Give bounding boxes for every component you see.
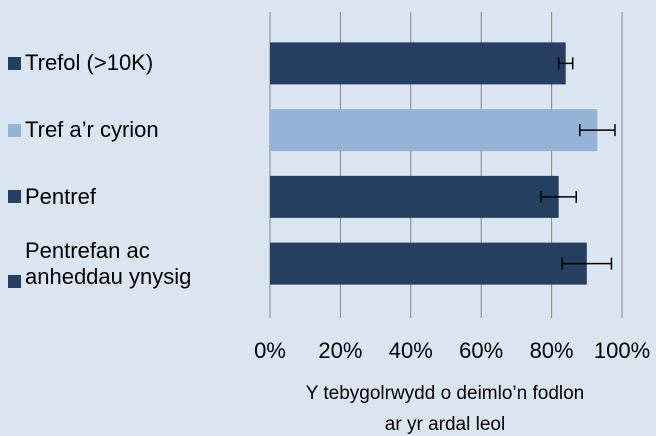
- category-label: Trefol (>10K): [8, 33, 258, 93]
- bar: [270, 175, 559, 218]
- x-tick-label: 0%: [254, 338, 286, 363]
- category-label: Tref a’r cyrion: [8, 100, 258, 160]
- category-text: Trefol (>10K): [25, 50, 154, 76]
- error-bar: [579, 124, 616, 137]
- x-tick-label: 60%: [459, 338, 503, 363]
- category-text: Pentrefan ac anheddau ynysig: [25, 237, 192, 289]
- category-text: Tref a’r cyrion: [25, 117, 159, 143]
- category-marker: [8, 56, 21, 70]
- category-label: Pentref: [8, 167, 258, 227]
- bar: [270, 109, 598, 152]
- bar: [270, 42, 566, 85]
- category-marker: [8, 274, 21, 288]
- x-axis-title: ar yr ardal leol: [385, 414, 505, 435]
- x-tick-label: 20%: [318, 338, 362, 363]
- x-tick-label: 40%: [389, 338, 433, 363]
- category-marker: [8, 123, 21, 137]
- bar: [270, 242, 587, 285]
- category-text: Pentref: [25, 183, 96, 209]
- category-label: Pentrefan ac anheddau ynysig: [8, 234, 258, 294]
- x-axis-title: Y tebygolrwydd o deimlo’n fodlon: [306, 383, 585, 404]
- x-tick-label: 100%: [594, 338, 650, 363]
- x-tick-label: 80%: [530, 338, 574, 363]
- error-bar: [557, 57, 574, 70]
- category-marker: [8, 190, 21, 204]
- error-bar: [540, 190, 577, 203]
- error-bar: [561, 257, 613, 270]
